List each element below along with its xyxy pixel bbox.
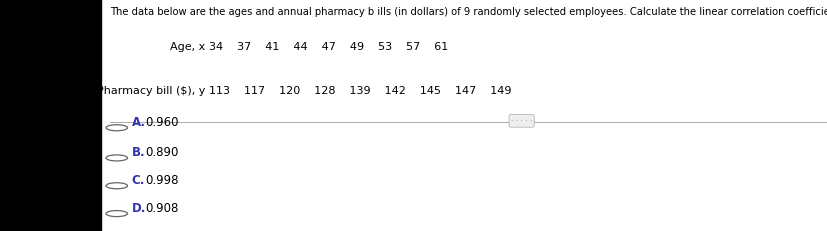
Bar xyxy=(0,0,101,231)
Text: The data below are the ages and annual pharmacy b ills (in dollars) of 9 randoml: The data below are the ages and annual p… xyxy=(110,7,827,17)
Text: 0.998: 0.998 xyxy=(145,173,178,186)
Text: 34    37    41    44    47    49    53    57    61: 34 37 41 44 47 49 53 57 61 xyxy=(209,42,448,52)
Text: Age, x: Age, x xyxy=(170,42,205,52)
Text: Pharmacy bill ($), y: Pharmacy bill ($), y xyxy=(97,85,205,95)
Text: · · · · ·: · · · · · xyxy=(510,117,532,126)
Text: C.: C. xyxy=(131,173,145,186)
Text: 0.908: 0.908 xyxy=(145,201,178,214)
Text: 0.890: 0.890 xyxy=(145,146,178,158)
Text: 113    117    120    128    139    142    145    147    149: 113 117 120 128 139 142 145 147 149 xyxy=(209,85,511,95)
Text: A.: A. xyxy=(131,116,146,128)
Text: B.: B. xyxy=(131,146,145,158)
Text: 0.960: 0.960 xyxy=(145,116,178,128)
Text: D.: D. xyxy=(131,201,146,214)
